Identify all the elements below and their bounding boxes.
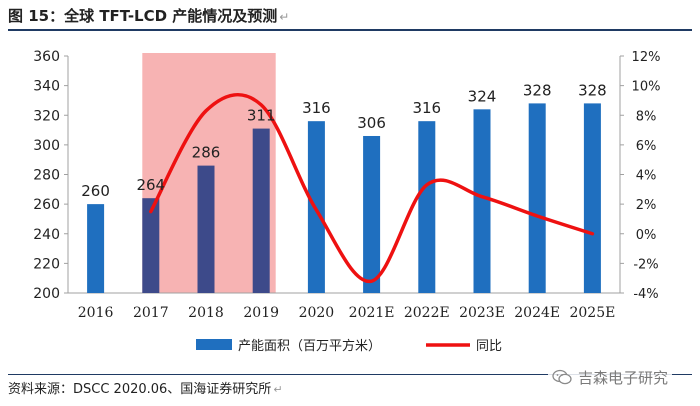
bar [583, 103, 601, 294]
y-left-tick-label: 280 [33, 168, 60, 184]
x-tick-label: 2020 [299, 305, 335, 321]
y-left-tick-label: 300 [33, 138, 60, 154]
bar-data-label: 328 [578, 81, 607, 99]
bar [363, 135, 381, 293]
chart: 260 264 286 311 316 306 316 324 328 328 200 220 240… [33, 49, 660, 354]
x-tick-label: 2022E [404, 305, 450, 321]
source-note: 资料来源：DSCC 2020.06、国海证券研究所 ↵ [8, 378, 283, 402]
bar [197, 165, 215, 293]
axes-layer [64, 55, 624, 294]
bar [252, 128, 270, 293]
bar [473, 109, 491, 293]
y-left-tick-label: 360 [33, 49, 60, 65]
y-right-tick-label: 6% [636, 139, 657, 154]
bar-data-label: 260 [81, 182, 110, 200]
legend: 产能面积（百万平方米） 同比 [196, 338, 502, 354]
paragraph-mark-icon: ↵ [279, 10, 290, 24]
bar [142, 198, 160, 293]
top-rule [8, 29, 692, 31]
tick-labels: 200 220 240 260 280 300 320 340 360 -4% -2% 0% 2% 4% 6… [33, 49, 660, 321]
watermark: 吉森电子研究 [548, 364, 673, 390]
bar-data-label: 264 [136, 176, 165, 194]
y-right-tick-label: 0% [636, 228, 657, 243]
x-tick-label: 2021E [349, 305, 395, 321]
y-right-tick-label: 10% [632, 80, 661, 95]
bar-data-label: 306 [357, 114, 386, 132]
y-left-tick-label: 340 [33, 79, 60, 95]
bar-data-label: 324 [468, 87, 497, 105]
y-left-tick-label: 320 [33, 108, 60, 124]
y-right-tick-label: -2% [633, 257, 658, 272]
x-tick-label: 2016 [78, 305, 114, 321]
y-right-tick-label: 8% [636, 109, 657, 124]
line-series [149, 92, 595, 283]
x-tick-label: 2019 [243, 305, 279, 321]
legend-line-label: 同比 [476, 339, 502, 354]
x-tick-label: 2023E [459, 305, 505, 321]
y-left-tick-label: 260 [33, 197, 60, 213]
bottom-rule [8, 374, 692, 375]
x-tick-label: 2024E [514, 305, 560, 321]
legend-bar-label: 产能面积（百万平方米） [238, 338, 381, 354]
x-tick-label: 2025E [569, 305, 615, 321]
bar [87, 204, 105, 293]
bar [418, 121, 436, 293]
y-right-tick-label: 4% [636, 169, 657, 184]
legend-bar-swatch [196, 339, 232, 350]
bar-data-label: 286 [192, 144, 221, 162]
x-tick-label: 2018 [188, 305, 224, 321]
wechat-icon [552, 369, 572, 385]
bar-data-label: 316 [302, 99, 331, 117]
bar-series [87, 103, 601, 294]
bar [528, 103, 546, 294]
paragraph-mark-icon: ↵ [273, 383, 283, 396]
x-tick-label: 2017 [133, 305, 169, 321]
y-right-tick-label: 12% [632, 50, 661, 65]
y-left-tick-label: 200 [33, 286, 60, 302]
watermark-text: 吉森电子研究 [578, 368, 669, 387]
y-right-tick-label: -4% [633, 287, 658, 302]
bar-data-label: 316 [412, 99, 441, 117]
figure-title: 图 15：全球 TFT-LCD 产能情况及预测 ↵ [8, 4, 289, 28]
bar-data-label: 328 [523, 81, 552, 99]
y-left-tick-label: 240 [33, 227, 60, 243]
y-right-tick-label: 2% [636, 198, 657, 213]
yoy-line [149, 92, 595, 283]
data-labels: 260 264 286 311 316 306 316 324 328 328 [81, 81, 606, 200]
bar-data-label: 311 [247, 107, 276, 125]
figure-title-text: 图 15：全球 TFT-LCD 产能情况及预测 [8, 7, 278, 25]
source-text: 资料来源：DSCC 2020.06、国海证券研究所 [8, 382, 272, 397]
y-left-tick-label: 220 [33, 256, 60, 272]
